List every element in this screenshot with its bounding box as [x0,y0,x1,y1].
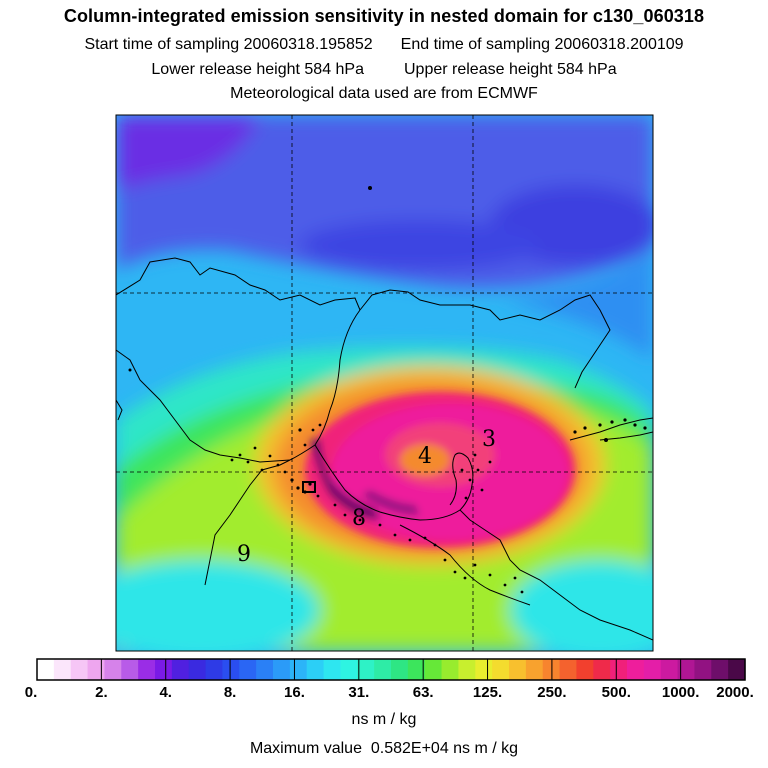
colorbar-frame [36,658,746,681]
colorbar-swatch [273,659,291,680]
colorbar-tick-label: 1000. [661,684,700,701]
colorbar-swatch [53,659,72,680]
colorbar-swatch [677,659,696,680]
coastlines [116,257,653,641]
colorbar-tick-label: 2. [95,684,108,701]
max-value-label: Maximum value 0.582E+04 ns m / kg [0,740,768,758]
colorbar-swatch [391,659,409,680]
colorbar-swatch [576,659,594,680]
colorbar-swatch [306,659,325,680]
colorbar-swatch [239,659,257,680]
colorbar-swatch [121,659,139,680]
colorbar-tick-label: 500. [601,684,631,701]
sensitivity-field: 4 3 8 9 [116,115,653,651]
colorbar-swatch [188,659,207,680]
contour-labels: 4 3 8 9 [237,427,496,567]
colorbar-tick-label: 250. [537,684,567,701]
colorbar-swatch [559,659,578,680]
colorbar-swatch [509,659,527,680]
upper-release-label: Upper release height 584 hPa [404,61,617,78]
contour-label-8: 8 [352,506,366,531]
colorbar-swatch [256,659,274,680]
colorbar-swatch [475,659,493,680]
graticule [116,115,653,651]
colorbar-swatch [87,659,106,680]
colorbar-swatch [593,659,611,680]
lower-release-label: Lower release height 584 hPa [151,61,364,78]
colorbar-swatch [357,659,375,680]
colorbar-swatch [138,659,156,680]
max-value-text: Maximum value 0.582E+04 ns m / kg [249,740,519,757]
end-time-label: End time of sampling 20060318.200109 [400,36,684,53]
colorbar-swatch [323,659,342,680]
colorbar-swatch [643,659,662,680]
colorbar-tick-label: 63. [412,684,434,701]
colorbar-tick-label: 16. [284,684,305,701]
colorbar-tick-label: 2000. [716,684,754,701]
colorbar-swatch [525,659,544,680]
colorbar-swatch [424,659,443,680]
colorbar-swatch [492,659,510,680]
colorbar-units: ns m / kg [351,711,417,728]
map-frame [115,114,654,652]
colorbar-swatch [441,659,460,680]
colorbar-tick-label: 31. [348,684,370,701]
colorbar-swatch [660,659,679,680]
colorbar-swatch [458,659,476,680]
sampling-times: Start time of sampling 20060318.195852 En… [0,36,768,54]
colorbar-swatch [37,659,55,680]
colorbar-swatch [728,659,746,680]
colorbar-swatch [694,659,712,680]
colorbar-swatch [610,659,628,680]
colorbar-swatch [407,659,426,680]
colorbar-swatch [222,659,240,680]
colorbar-tick-label: 125. [472,684,503,701]
contour-label-9: 9 [237,542,251,567]
colorbar-tick-label: 4. [159,684,172,701]
contour-label-4: 4 [418,444,432,469]
contour-label-3: 3 [482,427,496,452]
start-time-label: Start time of sampling 20060318.195852 [84,36,373,53]
colorbar-swatch [104,659,122,680]
plot-title: Column-integrated emission sensitivity i… [63,6,705,26]
colorbar-swatch [627,659,645,680]
colorbar [37,659,746,680]
release-heights: Lower release height 584 hPa Upper releas… [0,61,768,79]
colorbar-swatch [70,659,89,680]
colorbar-swatch [374,659,392,680]
colorbar-tick-label: 8. [223,684,237,701]
colorbar-swatch [205,659,224,680]
colorbar-swatch [711,659,729,680]
colorbar-tick-label: 0. [24,684,38,701]
topography-dots [128,186,647,594]
colorbar-swatch [171,659,190,680]
colorbar-swatch [289,659,308,680]
colorbar-swatch [155,659,173,680]
met-data-label: Meteorological data used are from ECMWF [230,85,538,102]
colorbar-swatch [340,659,358,680]
